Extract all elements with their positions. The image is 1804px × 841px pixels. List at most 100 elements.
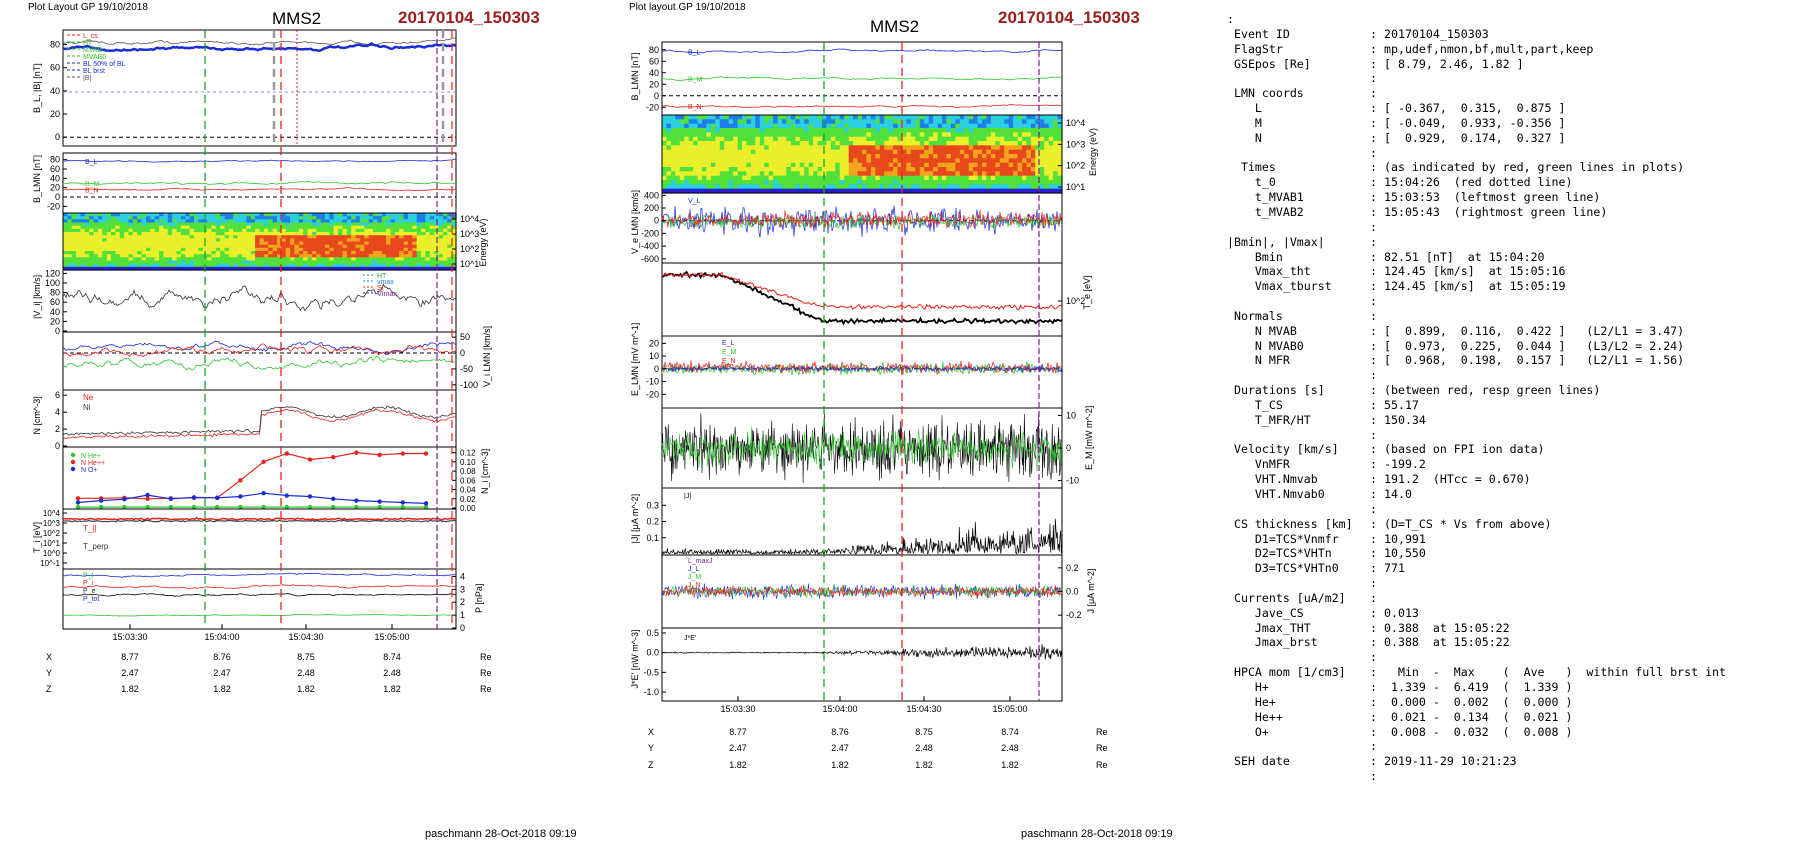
- right-panel-energy-cell: [955, 123, 961, 129]
- right-panel-energy-cell: [715, 119, 721, 125]
- left-panel-energy-cell: [355, 213, 361, 217]
- left-panel-bfield-legend-label: BL 50% of BL: [83, 61, 126, 68]
- right-panel-jmag: [661, 487, 1063, 556]
- right-panel-energy-cell: [724, 184, 730, 190]
- left-panel-energy-cell: [412, 257, 418, 262]
- left-panel-energy-cell: [290, 219, 296, 224]
- left-panel-energy-cell: [93, 238, 99, 243]
- right-panel-energy-cell: [777, 136, 783, 142]
- left-panel-energy-cell: [154, 257, 160, 262]
- left-panel-energy-cell: [290, 235, 296, 239]
- left-panel-energy-cell: [307, 257, 313, 262]
- left-panel-energy-cell: [394, 241, 400, 246]
- right-panel-energy-cell: [737, 175, 743, 181]
- right-panel-energy-cell: [830, 119, 836, 125]
- right-panel-energy-cell: [977, 162, 983, 168]
- right-panel-energy-cell: [942, 158, 947, 164]
- right-panel-energy-cell: [950, 115, 956, 120]
- right-panel-energy-cell: [1030, 128, 1036, 133]
- left-panel-energy-cell: [180, 216, 186, 220]
- left-panel-energy-cell: [159, 238, 165, 243]
- left-pos-row-label: X: [46, 652, 52, 662]
- right-panel-jmag-ytick-label: 0.1: [646, 533, 659, 543]
- info-value: 0.000 - 0.002 ( 0.000 ): [1384, 694, 1573, 709]
- left-panel-energy-cell: [298, 251, 304, 255]
- left-panel-energy-cell: [307, 247, 313, 252]
- right-panel-energy-cell: [915, 145, 921, 151]
- right-panel-energy-cell: [822, 180, 827, 185]
- right-panel-energy-cell: [1008, 158, 1014, 164]
- left-panel-energy-cell: [97, 244, 103, 249]
- right-panel-energy-cell: [946, 171, 952, 177]
- right-panel-energy-cell: [910, 132, 916, 138]
- left-panel-energy-cell: [268, 241, 274, 246]
- right-panel-energy-cell: [773, 141, 779, 146]
- right-panel-energy-cell: [799, 128, 805, 133]
- left-panel-bfield: [62, 29, 457, 147]
- right-panel-energy-cell: [1039, 149, 1045, 155]
- right-panel-energy-cell: [924, 119, 930, 125]
- right-panel-energy-cell: [715, 162, 721, 168]
- right-panel-energy-cell: [986, 162, 992, 168]
- left-panel-energy-cell: [442, 222, 448, 227]
- left-panel-energy-cell: [399, 219, 405, 224]
- left-panel-energy-cell: [386, 263, 392, 268]
- right-panel-energy-cell: [862, 136, 867, 142]
- info-value: 10,550: [1384, 546, 1426, 561]
- left-xtick-label: 15:05:00: [374, 632, 409, 642]
- right-panel-energy-cell: [786, 167, 792, 172]
- right-panel-energy-cell: [808, 136, 814, 142]
- left-panel-energy-cell: [281, 260, 287, 265]
- right-panel-energy-cell: [750, 158, 756, 164]
- left-panel-energy-cell: [124, 216, 130, 220]
- left-panel-energy-cell: [259, 247, 265, 252]
- info-label: Times: [1227, 160, 1276, 175]
- right-panel-energy-cell: [919, 115, 925, 120]
- right-panel-energy-cell: [782, 123, 787, 129]
- left-panel-energy-cell: [167, 257, 173, 262]
- right-panel-energy-cell: [1048, 149, 1054, 155]
- right-panel-energy-cell: [990, 128, 996, 133]
- left-panel-energy-cell: [207, 257, 213, 262]
- right-panel-energy-cell: [1057, 128, 1063, 133]
- left-panel-energy-cell: [325, 266, 330, 271]
- right-panel-te-ylabel: T_e [eV]: [1082, 275, 1092, 309]
- left-panel-energy-cell: [132, 260, 138, 265]
- right-panel-energy-cell: [733, 149, 739, 155]
- right-panel-energy-cell: [675, 158, 681, 164]
- right-panel-energy-cell: [893, 171, 899, 177]
- right-panel-energy-cell: [768, 180, 774, 185]
- right-panel-energy-cell: [795, 119, 801, 125]
- left-panel-energy-cell: [167, 247, 173, 252]
- left-panel-energy-cell: [176, 235, 182, 239]
- right-panel-energy-cell: [1030, 123, 1036, 129]
- right-panel-energy-cell: [955, 145, 961, 151]
- left-panel-hpca-ytick-label: 0.10: [460, 458, 476, 467]
- left-panel-energy-cell: [76, 251, 82, 255]
- right-panel-energy-cell: [964, 180, 970, 185]
- right-panel-energy-cell: [1026, 180, 1032, 185]
- right-panel-energy-cell: [679, 128, 685, 133]
- right-panel-energy-cell: [684, 162, 690, 168]
- left-panel-energy-cell: [102, 238, 108, 243]
- left-panel-energy-cell: [163, 266, 169, 271]
- right-panel-energy-cell: [1030, 145, 1036, 151]
- left-panel-energy-cell: [364, 216, 370, 220]
- left-panel-energy-cell: [320, 257, 326, 262]
- right-panel-energy-cell: [937, 154, 943, 159]
- right-panel-energy-cell: [888, 145, 894, 151]
- left-panel-energy-cell: [425, 232, 431, 236]
- right-panel-energy-cell: [1039, 167, 1045, 172]
- left-panel-blmn-legend-label: B_M: [85, 181, 100, 188]
- left-panel-energy-cell: [176, 247, 182, 252]
- right-panel-energy-cell: [724, 128, 730, 133]
- right-panel-energy-cell: [973, 180, 979, 185]
- left-panel-energy-cell: [447, 219, 453, 224]
- left-panel-energy-cell: [84, 251, 90, 255]
- info-colon: :: [1370, 264, 1377, 279]
- right-panel-energy-cell: [884, 128, 890, 133]
- left-panel-energy-cell: [359, 216, 365, 220]
- right-panel-energy-cell: [902, 145, 907, 151]
- right-panel-energy-cell: [942, 180, 947, 185]
- right-panel-energy-cell: [764, 149, 770, 155]
